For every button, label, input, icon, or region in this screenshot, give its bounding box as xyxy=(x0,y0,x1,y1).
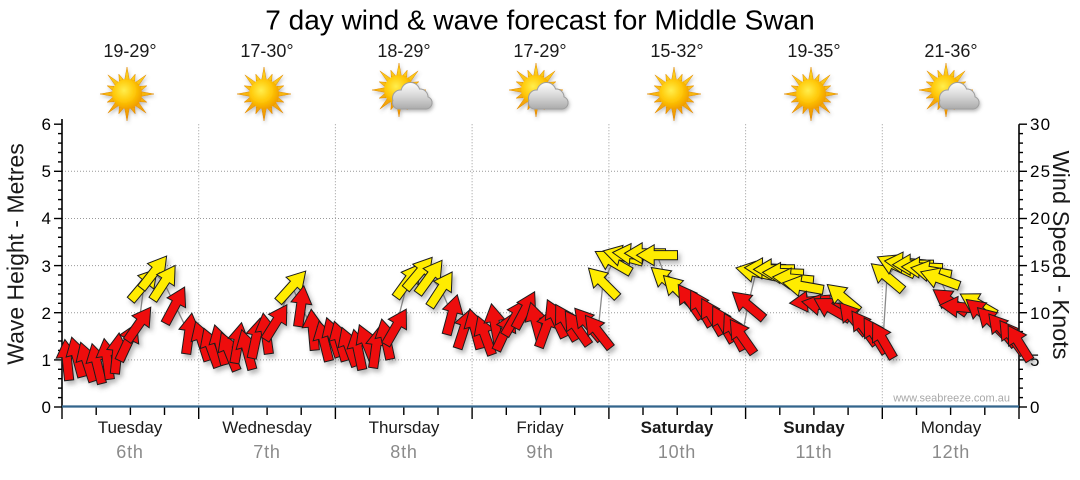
svg-text:17-30°: 17-30° xyxy=(240,41,293,61)
svg-text:2: 2 xyxy=(42,304,51,323)
svg-text:17-29°: 17-29° xyxy=(513,41,566,61)
svg-text:15-32°: 15-32° xyxy=(650,41,703,61)
svg-text:Wednesday: Wednesday xyxy=(222,418,312,437)
svg-text:7th: 7th xyxy=(253,442,280,462)
svg-text:21-36°: 21-36° xyxy=(924,41,977,61)
svg-text:25: 25 xyxy=(1030,162,1051,181)
svg-text:Friday: Friday xyxy=(516,418,564,437)
svg-text:Monday: Monday xyxy=(921,418,982,437)
svg-text:Sunday: Sunday xyxy=(783,418,845,437)
svg-text:0: 0 xyxy=(1030,398,1041,417)
svg-text:4: 4 xyxy=(42,209,51,228)
svg-text:20: 20 xyxy=(1030,209,1051,228)
svg-text:15: 15 xyxy=(1030,257,1051,276)
svg-text:0: 0 xyxy=(42,398,51,417)
svg-text:Tuesday: Tuesday xyxy=(98,418,163,437)
svg-text:Wave Height - Metres: Wave Height - Metres xyxy=(3,143,29,365)
svg-text:Saturday: Saturday xyxy=(641,418,714,437)
svg-text:30: 30 xyxy=(1030,115,1051,134)
svg-text:6th: 6th xyxy=(116,442,143,462)
svg-text:1: 1 xyxy=(42,351,51,370)
svg-text:8th: 8th xyxy=(390,442,417,462)
svg-text:5: 5 xyxy=(42,162,51,181)
svg-text:Thursday: Thursday xyxy=(369,418,440,437)
svg-text:www.seabreeze.com.au: www.seabreeze.com.au xyxy=(892,393,1010,405)
svg-text:5: 5 xyxy=(1030,351,1041,370)
svg-text:10th: 10th xyxy=(658,442,696,462)
svg-text:10: 10 xyxy=(1030,304,1051,323)
svg-text:3: 3 xyxy=(42,257,51,276)
svg-text:Wind Speed - Knots: Wind Speed - Knots xyxy=(1048,151,1074,360)
svg-text:6: 6 xyxy=(42,115,51,134)
svg-text:12th: 12th xyxy=(932,442,970,462)
svg-text:9th: 9th xyxy=(526,442,553,462)
svg-text:18-29°: 18-29° xyxy=(377,41,430,61)
svg-text:19-29°: 19-29° xyxy=(103,41,156,61)
svg-text:7 day wind & wave forecast for: 7 day wind & wave forecast for Middle Sw… xyxy=(265,5,814,36)
svg-text:19-35°: 19-35° xyxy=(787,41,840,61)
svg-text:11th: 11th xyxy=(796,442,833,462)
